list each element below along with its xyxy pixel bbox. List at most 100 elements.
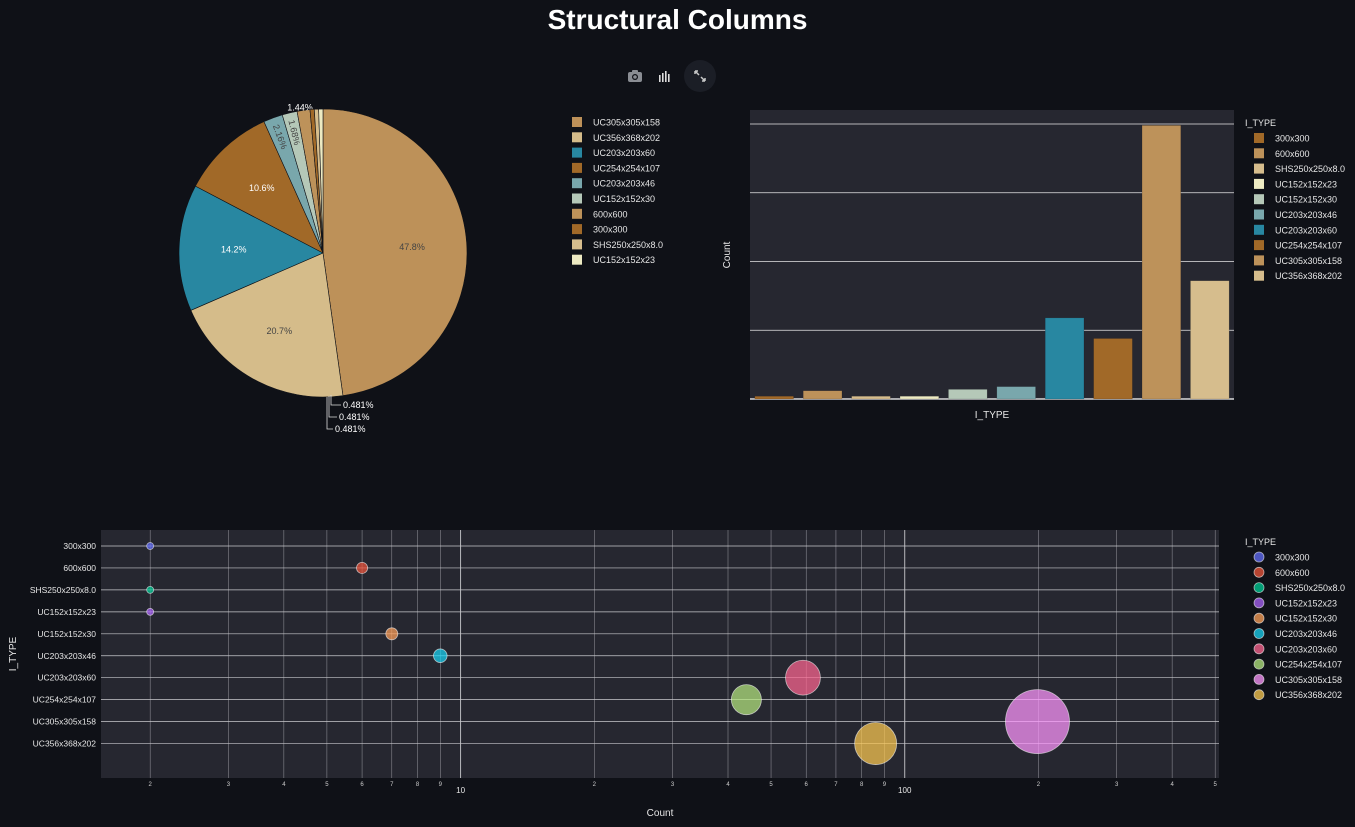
legend-item: 600x600 — [1275, 149, 1310, 159]
x-minor-tick-label: 5 — [769, 782, 773, 788]
camera-icon[interactable] — [624, 65, 646, 87]
x-minor-tick-label: 2 — [1037, 782, 1041, 788]
x-tick-label: 100 — [898, 786, 912, 795]
x-minor-tick-label: 7 — [390, 782, 394, 788]
x-minor-tick-label: 3 — [1115, 782, 1119, 788]
legend-item: UC152x152x23 — [1275, 179, 1337, 189]
legend-marker — [1253, 612, 1265, 624]
legend-item: UC152x152x30 — [593, 194, 655, 204]
bar-chart-icon[interactable] — [654, 65, 676, 87]
legend-swatch — [1254, 194, 1264, 205]
bubble-300x300 — [146, 542, 155, 550]
legend-item: UC203x203x60 — [1275, 225, 1337, 235]
legend-item: UC152x152x23 — [1275, 598, 1337, 608]
legend-swatch — [1254, 240, 1264, 251]
x-minor-tick-label: 2 — [593, 782, 597, 788]
bubble-UC254x254x107 — [730, 684, 762, 716]
bar-UC203x203x46 — [996, 386, 1036, 400]
x-minor-tick-label: 7 — [834, 782, 838, 788]
bar-300x300 — [754, 396, 794, 400]
pie-slice-label: 0.481% — [335, 424, 366, 434]
pie-slice — [318, 108, 324, 254]
legend-title: I_TYPE — [1245, 118, 1276, 128]
legend-swatch — [1254, 270, 1264, 281]
bar-UC152x152x23 — [899, 396, 940, 400]
fullscreen-icon[interactable] — [684, 60, 716, 92]
legend-swatch — [1254, 163, 1264, 174]
y-tick-label: 600x600 — [63, 563, 96, 573]
legend-swatch — [572, 178, 582, 189]
pie-slice-label: 0.481% — [343, 400, 374, 410]
y-tick-label: SHS250x250x8.0 — [30, 585, 96, 595]
legend-item: UC254x254x107 — [593, 163, 660, 173]
legend-title: I_TYPE — [1245, 537, 1276, 547]
legend-item: UC305x305x158 — [593, 118, 660, 128]
legend-swatch — [1254, 224, 1264, 235]
y-tick-label: UC356x368x202 — [33, 739, 97, 749]
legend-item: UC203x203x60 — [593, 148, 655, 158]
x-minor-tick-label: 4 — [1170, 782, 1174, 788]
legend-swatch — [572, 224, 582, 235]
pie-leader-line — [330, 395, 341, 406]
legend-swatch — [1254, 148, 1264, 159]
legend-item: 600x600 — [1275, 568, 1310, 578]
x-minor-tick-label: 8 — [860, 782, 864, 788]
legend-item: UC203x203x46 — [1275, 629, 1337, 639]
x-axis-title: Count — [647, 808, 674, 819]
x-minor-tick-label: 2 — [148, 782, 152, 788]
legend-item: SHS250x250x8.0 — [593, 240, 663, 250]
legend-swatch — [1254, 133, 1264, 143]
legend-item: UC254x254x107 — [1275, 660, 1342, 670]
legend-item: UC152x152x23 — [593, 255, 655, 265]
legend-marker — [1253, 551, 1265, 563]
y-tick-label: 300x300 — [63, 541, 96, 551]
pie-slice-label: 10.6% — [249, 183, 275, 193]
bubble-UC305x305x158 — [1005, 689, 1070, 754]
pie-leader-line — [326, 397, 333, 430]
legend-item: UC254x254x107 — [1275, 241, 1342, 251]
legend-item: SHS250x250x8.0 — [1275, 164, 1345, 174]
legend-item: UC356x368x202 — [1275, 690, 1342, 700]
pie-slice-label: 20.7% — [267, 326, 293, 336]
legend-swatch — [1254, 209, 1264, 220]
pie-leader-line — [328, 396, 337, 418]
legend-marker — [1253, 628, 1265, 639]
legend-swatch — [572, 239, 582, 250]
x-minor-tick-label: 8 — [416, 782, 420, 788]
bubble-UC152x152x23 — [146, 607, 155, 616]
chart-toolbar — [624, 60, 716, 92]
legend-swatch — [1254, 255, 1264, 266]
legend-swatch — [572, 254, 582, 265]
x-minor-tick-label: 6 — [805, 782, 809, 788]
page-title: Structural Columns — [547, 4, 808, 35]
pie-slice-label: 1.44% — [287, 102, 313, 112]
y-tick-label: UC203x203x46 — [37, 651, 96, 661]
bubble-UC203x203x46 — [433, 648, 448, 663]
pie-slice — [190, 252, 344, 398]
bar-UC254x254x107 — [1093, 338, 1133, 400]
legend-marker — [1253, 674, 1265, 685]
x-axis-title: I_TYPE — [975, 410, 1010, 421]
x-minor-tick-label: 3 — [227, 782, 231, 788]
x-minor-tick-label: 5 — [1214, 782, 1218, 788]
legend-swatch — [1254, 178, 1264, 189]
legend-swatch — [572, 147, 582, 158]
bar-UC203x203x60 — [1044, 317, 1085, 400]
legend-item: UC356x368x202 — [1275, 271, 1342, 281]
legend-swatch — [572, 132, 582, 143]
legend-marker — [1253, 566, 1265, 578]
bar-UC356x368x202 — [1190, 280, 1230, 400]
legend-swatch — [572, 193, 582, 204]
bubble-UC203x203x60 — [785, 659, 821, 696]
bubble-SHS250x250x8.0 — [146, 586, 155, 594]
legend-item: 300x300 — [1275, 553, 1310, 563]
legend-item: 300x300 — [593, 225, 628, 235]
x-minor-tick-label: 5 — [325, 782, 329, 788]
pie-slice-label: 47.8% — [399, 242, 425, 252]
y-tick-label: UC305x305x158 — [33, 717, 97, 727]
bubble-600x600 — [356, 561, 369, 574]
x-minor-tick-label: 9 — [439, 782, 443, 788]
